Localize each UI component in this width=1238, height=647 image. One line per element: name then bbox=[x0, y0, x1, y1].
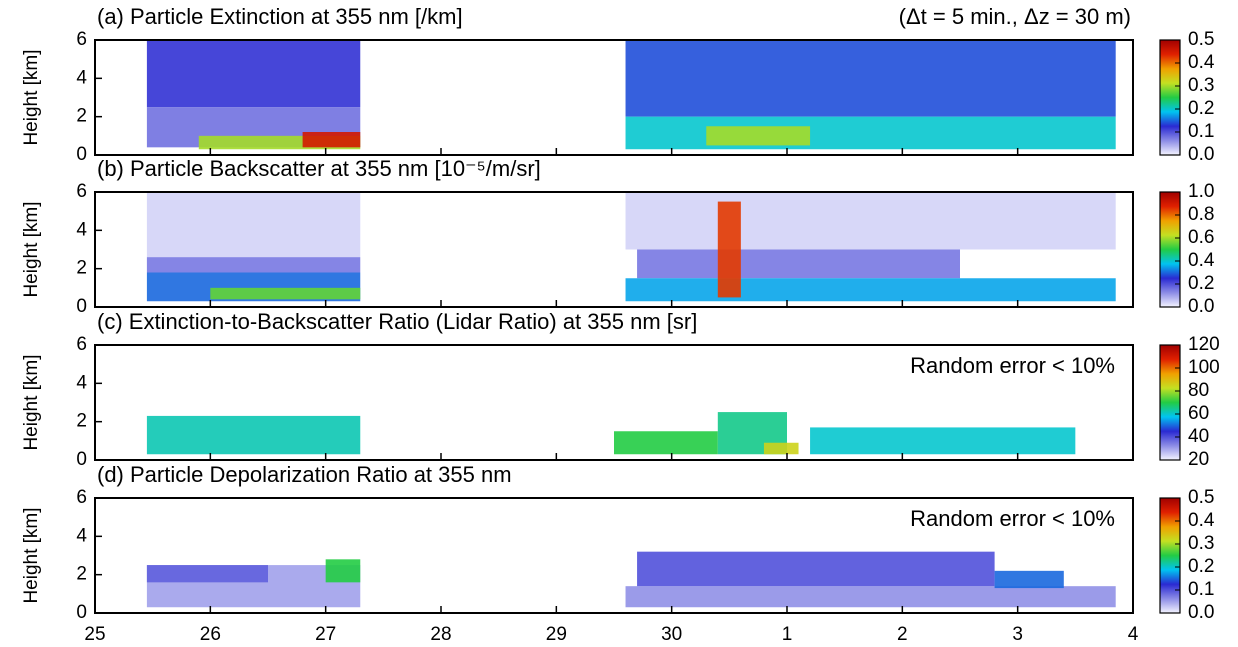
panel-subtitle: (Δt = 5 min., Δz = 30 m) bbox=[899, 4, 1131, 29]
y-tick-label: 4 bbox=[76, 525, 87, 546]
colorbar bbox=[1159, 497, 1181, 614]
x-tick-label: 28 bbox=[430, 624, 451, 645]
y-tick-label: 4 bbox=[76, 219, 87, 240]
data-block bbox=[146, 415, 361, 455]
plot-frame bbox=[94, 497, 1134, 614]
x-tick-label: 29 bbox=[546, 624, 567, 645]
data-block bbox=[763, 442, 799, 455]
colorbar-tick-label: 40 bbox=[1188, 426, 1209, 447]
y-tick-label: 0 bbox=[76, 144, 87, 165]
x-tick-label: 30 bbox=[661, 624, 682, 645]
colorbar-tick-label: 0.0 bbox=[1188, 296, 1214, 317]
data-block bbox=[637, 551, 995, 587]
y-tick-label: 2 bbox=[76, 411, 87, 432]
data-block bbox=[625, 116, 1116, 150]
colorbar-tick-label: 20 bbox=[1188, 449, 1209, 470]
colorbar-tick-label: 0.2 bbox=[1188, 273, 1214, 294]
colorbar bbox=[1159, 39, 1181, 156]
x-tick-label: 26 bbox=[200, 624, 221, 645]
plot-frame bbox=[94, 191, 1134, 308]
data-block bbox=[325, 559, 361, 583]
y-tick-label: 2 bbox=[76, 106, 87, 127]
y-tick-label: 6 bbox=[76, 487, 87, 508]
data-block bbox=[706, 126, 811, 146]
y-axis-label: Height [km] bbox=[21, 201, 42, 297]
y-tick-label: 6 bbox=[76, 181, 87, 202]
x-tick-label: 27 bbox=[315, 624, 336, 645]
y-tick-label: 0 bbox=[76, 602, 87, 623]
plot-frame bbox=[94, 39, 1134, 156]
colorbar-tick-label: 0.2 bbox=[1188, 556, 1214, 577]
colorbar-tick-label: 1.0 bbox=[1188, 181, 1214, 202]
y-tick-label: 6 bbox=[76, 29, 87, 50]
x-tick-label: 2 bbox=[897, 624, 908, 645]
data-block bbox=[302, 132, 361, 148]
colorbar-tick-label: 0.4 bbox=[1188, 52, 1215, 73]
colorbar-tick-label: 0.1 bbox=[1188, 579, 1214, 600]
colorbar-tick-label: 0.3 bbox=[1188, 75, 1214, 96]
y-tick-label: 4 bbox=[76, 372, 87, 393]
data-block bbox=[625, 40, 1116, 117]
y-axis-label: Height [km] bbox=[21, 507, 42, 603]
x-tick-label: 1 bbox=[782, 624, 793, 645]
data-block bbox=[210, 287, 361, 300]
y-tick-label: 2 bbox=[76, 258, 87, 279]
x-tick-label: 4 bbox=[1128, 624, 1139, 645]
y-tick-label: 0 bbox=[76, 449, 87, 470]
y-tick-label: 2 bbox=[76, 564, 87, 585]
colorbar-tick-label: 0.8 bbox=[1188, 204, 1214, 225]
panel-title: (c) Extinction-to-Backscatter Ratio (Lid… bbox=[97, 309, 697, 334]
y-tick-label: 0 bbox=[76, 296, 87, 317]
data-block bbox=[146, 565, 268, 583]
colorbar-tick-label: 0.4 bbox=[1188, 250, 1215, 271]
data-block bbox=[717, 201, 741, 298]
colorbar-tick-label: 0.4 bbox=[1188, 510, 1215, 531]
colorbar-tick-label: 100 bbox=[1188, 357, 1220, 378]
y-axis-label: Height [km] bbox=[21, 49, 42, 145]
data-block bbox=[146, 192, 361, 258]
data-block bbox=[625, 586, 1116, 608]
colorbar-tick-label: 0.6 bbox=[1188, 227, 1214, 248]
colorbar-tick-label: 80 bbox=[1188, 380, 1209, 401]
panel-title: (b) Particle Backscatter at 355 nm [10⁻⁵… bbox=[97, 156, 541, 181]
data-block bbox=[146, 257, 361, 273]
y-axis-label: Height [km] bbox=[21, 354, 42, 450]
colorbar-tick-label: 0.0 bbox=[1188, 602, 1214, 623]
colorbar-tick-label: 60 bbox=[1188, 403, 1209, 424]
plot-frame bbox=[94, 344, 1134, 461]
data-block bbox=[146, 40, 361, 108]
data-block bbox=[994, 570, 1064, 589]
annotation: Random error < 10% bbox=[910, 353, 1115, 378]
colorbar-tick-label: 0.5 bbox=[1188, 487, 1214, 508]
colorbar-tick-label: 0.1 bbox=[1188, 121, 1214, 142]
colorbar-tick-label: 0.3 bbox=[1188, 533, 1214, 554]
colorbar bbox=[1159, 344, 1181, 461]
colorbar bbox=[1159, 191, 1181, 308]
x-tick-label: 25 bbox=[84, 624, 105, 645]
data-block bbox=[614, 431, 718, 455]
panel-title: (a) Particle Extinction at 355 nm [/km] bbox=[97, 4, 463, 29]
colorbar-tick-label: 0.5 bbox=[1188, 29, 1214, 50]
x-tick-label: 3 bbox=[1012, 624, 1023, 645]
colorbar-tick-label: 0.0 bbox=[1188, 144, 1214, 165]
y-tick-label: 6 bbox=[76, 334, 87, 355]
panel-title: (d) Particle Depolarization Ratio at 355… bbox=[97, 462, 512, 487]
data-block bbox=[625, 278, 1116, 302]
data-block bbox=[810, 427, 1076, 455]
y-tick-label: 4 bbox=[76, 67, 87, 88]
colorbar-tick-label: 120 bbox=[1188, 334, 1220, 355]
colorbar-tick-label: 0.2 bbox=[1188, 98, 1214, 119]
data-block bbox=[625, 192, 1116, 250]
data-block bbox=[637, 249, 960, 279]
annotation: Random error < 10% bbox=[910, 506, 1115, 531]
